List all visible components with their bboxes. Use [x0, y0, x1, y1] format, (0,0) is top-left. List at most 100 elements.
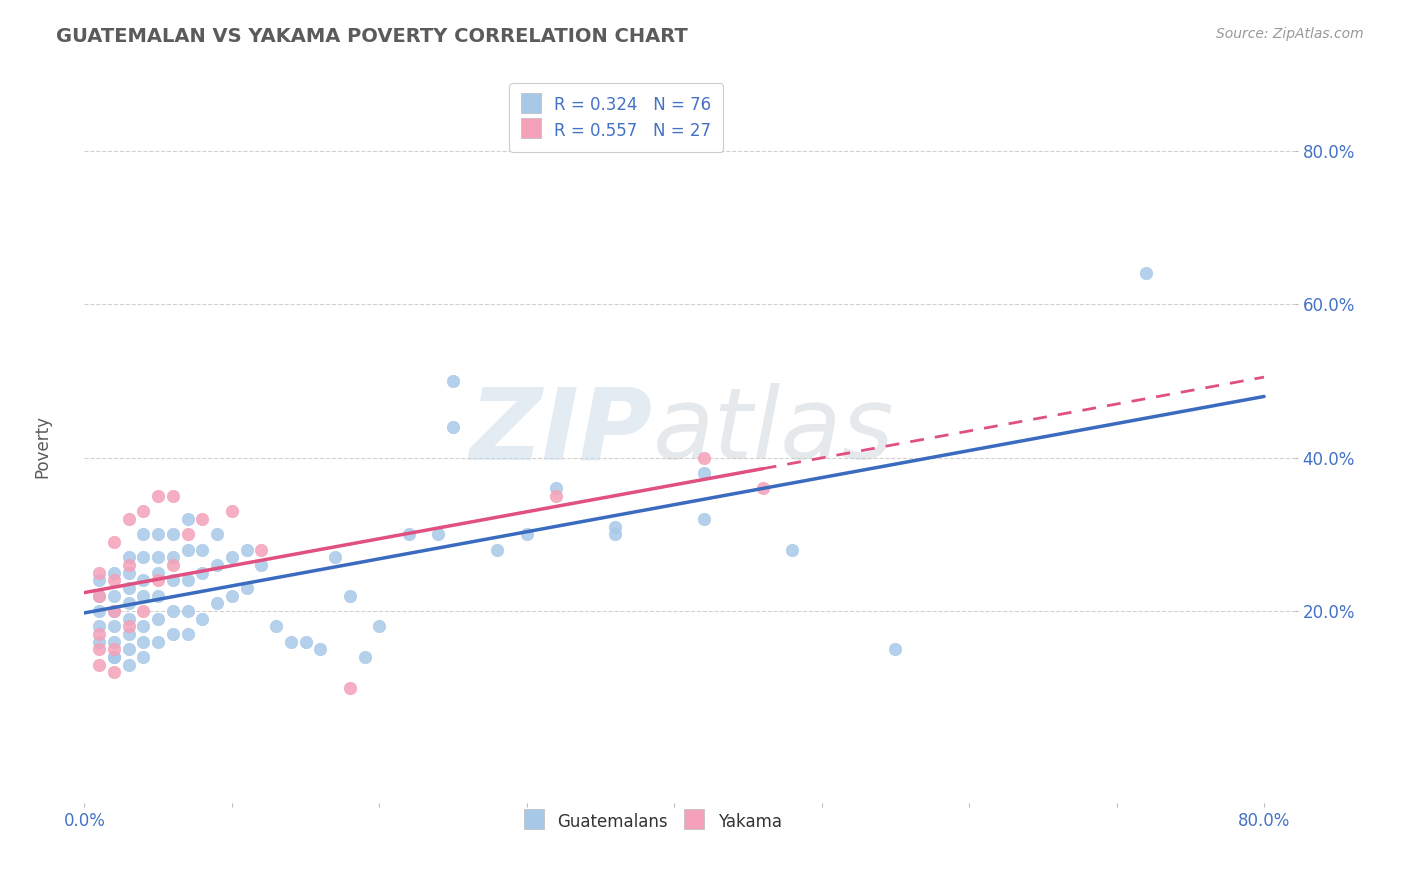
Point: [132, 550, 155, 565]
Point: [117, 581, 139, 595]
Point: [103, 574, 125, 588]
Point: [103, 650, 125, 665]
Point: [339, 681, 361, 695]
Point: [103, 642, 125, 657]
Point: [117, 619, 139, 633]
Point: [221, 504, 243, 518]
Point: [146, 527, 169, 541]
Point: [162, 604, 184, 618]
Point: [250, 542, 273, 557]
Point: [162, 558, 184, 572]
Point: [132, 634, 155, 648]
Point: [146, 612, 169, 626]
Point: [87, 566, 110, 580]
Point: [176, 527, 198, 541]
Text: Poverty: Poverty: [34, 415, 51, 477]
Point: [103, 650, 125, 665]
Point: [87, 634, 110, 648]
Point: [146, 550, 169, 565]
Point: [221, 589, 243, 603]
Point: [250, 558, 273, 572]
Point: [191, 566, 214, 580]
Point: [117, 558, 139, 572]
Point: [103, 604, 125, 618]
Point: [103, 535, 125, 549]
Point: [103, 634, 125, 648]
Point: [87, 589, 110, 603]
Point: [146, 566, 169, 580]
Point: [132, 574, 155, 588]
Point: [132, 604, 155, 618]
Text: atlas: atlas: [652, 384, 894, 480]
Point: [191, 542, 214, 557]
Point: [117, 627, 139, 641]
Point: [516, 527, 538, 541]
Point: [132, 650, 155, 665]
Point: [235, 581, 257, 595]
Point: [205, 527, 228, 541]
Point: [103, 589, 125, 603]
Point: [176, 542, 198, 557]
Point: [132, 619, 155, 633]
Point: [146, 589, 169, 603]
Point: [162, 627, 184, 641]
Point: [280, 634, 302, 648]
Point: [103, 604, 125, 618]
Point: [368, 619, 391, 633]
Point: [176, 512, 198, 526]
Point: [191, 512, 214, 526]
Text: ZIP: ZIP: [470, 384, 652, 480]
Text: Source: ZipAtlas.com: Source: ZipAtlas.com: [1216, 27, 1364, 41]
Point: [87, 589, 110, 603]
Point: [546, 481, 568, 495]
Point: [264, 619, 287, 633]
Point: [205, 596, 228, 610]
Point: [132, 527, 155, 541]
Point: [191, 612, 214, 626]
Point: [692, 512, 714, 526]
Point: [87, 574, 110, 588]
Point: [146, 634, 169, 648]
Point: [103, 566, 125, 580]
Point: [205, 558, 228, 572]
Point: [692, 450, 714, 465]
Point: [103, 665, 125, 680]
Point: [87, 604, 110, 618]
Point: [87, 657, 110, 672]
Point: [780, 542, 803, 557]
Point: [235, 542, 257, 557]
Point: [441, 374, 464, 388]
Legend: Guatemalans, Yakama: Guatemalans, Yakama: [517, 805, 789, 838]
Text: GUATEMALAN VS YAKAMA POVERTY CORRELATION CHART: GUATEMALAN VS YAKAMA POVERTY CORRELATION…: [56, 27, 688, 45]
Point: [353, 650, 375, 665]
Point: [117, 512, 139, 526]
Point: [162, 489, 184, 503]
Point: [339, 589, 361, 603]
Point: [117, 596, 139, 610]
Point: [546, 489, 568, 503]
Point: [117, 612, 139, 626]
Point: [605, 527, 627, 541]
Point: [1135, 266, 1157, 280]
Point: [162, 527, 184, 541]
Point: [146, 489, 169, 503]
Point: [146, 574, 169, 588]
Point: [162, 550, 184, 565]
Point: [132, 504, 155, 518]
Point: [132, 589, 155, 603]
Point: [323, 550, 346, 565]
Point: [294, 634, 316, 648]
Point: [884, 642, 907, 657]
Point: [398, 527, 420, 541]
Point: [103, 619, 125, 633]
Point: [162, 574, 184, 588]
Point: [176, 627, 198, 641]
Point: [117, 642, 139, 657]
Point: [441, 419, 464, 434]
Point: [87, 642, 110, 657]
Point: [751, 481, 773, 495]
Point: [486, 542, 509, 557]
Point: [692, 466, 714, 480]
Point: [309, 642, 332, 657]
Point: [117, 657, 139, 672]
